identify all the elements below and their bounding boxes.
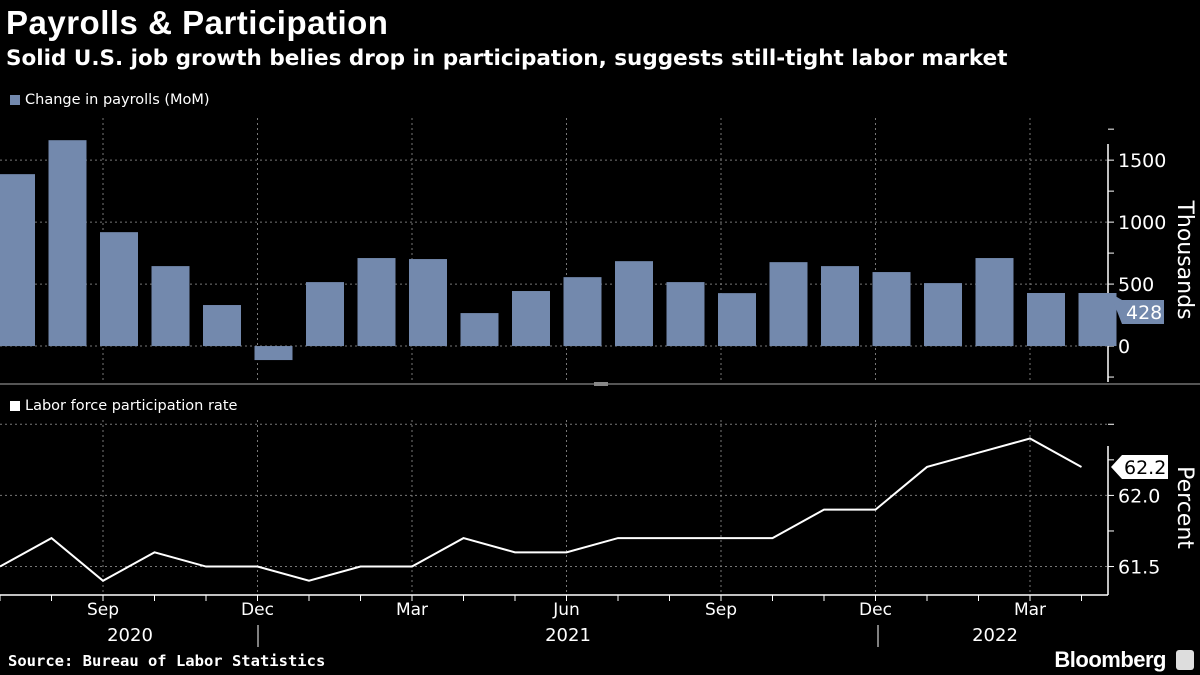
x-tick-label-month: Sep — [87, 600, 119, 620]
last-value-tag-payrolls — [1110, 293, 1164, 325]
y-axis-title: Thousands — [1172, 199, 1197, 319]
legend-payrolls: Change in payrolls (MoM) — [10, 92, 210, 108]
bar-mar-2022 — [1027, 293, 1065, 347]
x-tick-label-month: Mar — [1014, 600, 1046, 620]
bar-may-2021 — [512, 291, 550, 347]
x-tick-label-month: Dec — [241, 600, 274, 620]
bar-oct-2021 — [769, 262, 808, 347]
last-value-label-payrolls: 428 — [1126, 302, 1162, 324]
bar-apr-2022 — [1078, 293, 1117, 347]
bloomberg-chart-icon — [1176, 650, 1194, 670]
last-value-tag-participation — [1111, 454, 1168, 479]
panel-resize-handle — [594, 382, 608, 386]
x-tick-label-month: Dec — [859, 600, 892, 620]
legend-participation: Labor force participation rate — [10, 398, 237, 414]
legend-swatch-participation — [10, 401, 20, 411]
bar-dec-2020 — [254, 346, 293, 361]
bar-nov-2021 — [821, 266, 859, 347]
bar-jan-2022 — [924, 283, 962, 347]
bar-apr-2021 — [460, 313, 499, 347]
y-tick-label: 61.5 — [1118, 557, 1160, 579]
bar-jul-2021 — [615, 261, 653, 347]
bar-dec-2021 — [872, 272, 911, 347]
y-tick-label: 62.0 — [1118, 485, 1160, 507]
x-tick-label-month: Sep — [705, 600, 737, 620]
bloomberg-icon-bar — [1194, 658, 1197, 666]
bar-nov-2020 — [203, 305, 241, 347]
legend-swatch-payrolls — [10, 95, 20, 105]
y-tick-label: 0 — [1118, 336, 1130, 358]
x-tick-label-month: Mar — [396, 600, 428, 620]
chart-subtitle: Solid U.S. job growth belies drop in par… — [6, 46, 1008, 71]
bar-jun-2021 — [563, 277, 602, 347]
legend-label-participation: Labor force participation rate — [25, 398, 238, 414]
bar-sep-2021 — [718, 293, 756, 347]
bar-jul-2020 — [0, 174, 35, 347]
x-tick-label-year: 2022 — [972, 625, 1018, 646]
y-axis-title: Percent — [1172, 466, 1197, 549]
chart-title: Payrolls & Participation — [6, 4, 389, 41]
bar-oct-2020 — [151, 266, 190, 347]
bar-feb-2021 — [357, 258, 396, 347]
bar-mar-2021 — [409, 259, 447, 347]
bar-sep-2020 — [100, 232, 138, 347]
bar-aug-2020 — [48, 140, 87, 347]
bloomberg-logo: Bloomberg — [1054, 647, 1166, 672]
x-tick-label-year: 2021 — [545, 625, 591, 646]
y-tick-label: 500 — [1118, 274, 1154, 296]
y-tick-label: 1000 — [1118, 212, 1166, 234]
bar-feb-2022 — [975, 258, 1014, 347]
last-value-label-participation: 62.2 — [1124, 457, 1166, 479]
legend-label-payrolls: Change in payrolls (MoM) — [25, 92, 210, 108]
source-note: Source: Bureau of Labor Statistics — [8, 652, 326, 670]
bar-aug-2021 — [666, 282, 705, 347]
y-tick-label: 1500 — [1118, 150, 1166, 172]
x-tick-label-year: 2020 — [107, 625, 153, 646]
line-participation-rate — [0, 437, 1082, 582]
x-tick-label-month: Jun — [552, 600, 580, 620]
bar-jan-2021 — [306, 282, 344, 347]
